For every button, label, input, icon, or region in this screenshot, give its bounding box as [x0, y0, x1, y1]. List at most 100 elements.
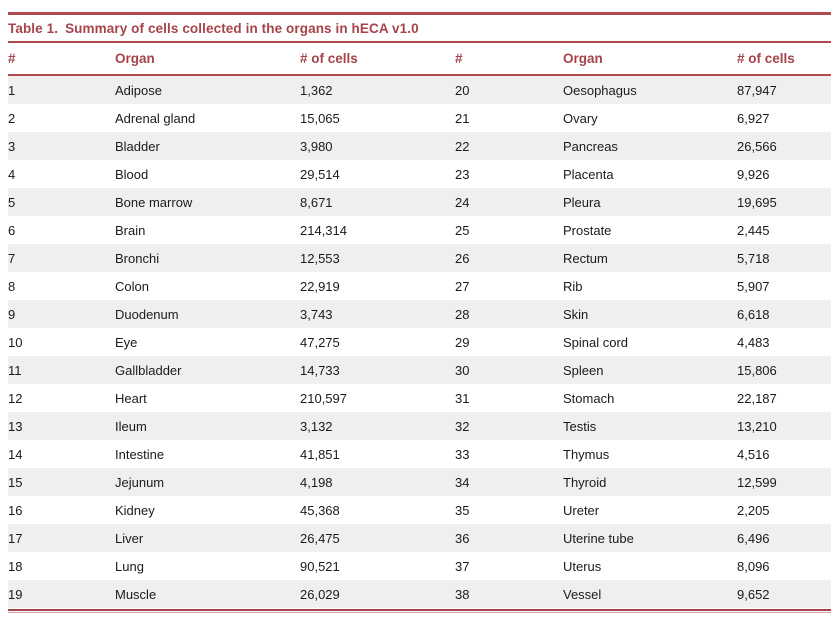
organ-cell: Spinal cord	[563, 334, 629, 350]
top-rule	[8, 12, 831, 15]
col-header-cells-left: # of cells	[300, 43, 455, 76]
row-number-cell: 33	[455, 446, 470, 462]
cell-count-cell: 13,210	[737, 412, 831, 440]
table-title-text: Summary of cells collected in the organs…	[65, 21, 419, 36]
cell-count-cell: 210,597	[300, 390, 347, 406]
organ-cell: Spleen	[563, 356, 737, 384]
organ-cell: Thymus	[563, 446, 610, 462]
cell-count-cell: 6,927	[737, 110, 770, 126]
cell-count-cell: 15,806	[737, 356, 831, 384]
row-number-cell: 4	[8, 166, 16, 182]
organ-cell: Bladder	[115, 132, 300, 160]
organ-cell: Ureter	[563, 502, 600, 518]
row-number-cell: 30	[455, 356, 563, 384]
organ-cell: Adipose	[115, 75, 300, 104]
table-body: 1 Adipose 1,362 20 Oesophagus 87,947 2 Adrenal …	[8, 75, 831, 608]
table-row: 12 Heart 210,597 31 Stomach 22,187	[8, 384, 831, 412]
organ-cell: Ovary	[563, 110, 598, 126]
organ-cell: Gallbladder	[115, 356, 300, 384]
cell-count-cell: 19,695	[737, 188, 831, 216]
cell-count-cell: 41,851	[300, 446, 340, 462]
cell-count-cell: 6,496	[737, 524, 831, 552]
organ-cell: Adrenal gland	[115, 110, 196, 126]
row-number-cell: 16	[8, 502, 23, 518]
row-number-cell: 31	[455, 390, 470, 406]
organ-cell: Rectum	[563, 244, 737, 272]
table-row: 13 Ileum 3,132 32 Testis 13,210	[8, 412, 831, 440]
cell-count-cell: 12,599	[737, 468, 831, 496]
row-number-cell: 25	[455, 222, 470, 238]
row-number-cell: 7	[8, 244, 115, 272]
organ-cell: Blood	[115, 166, 149, 182]
table-row: 6 Brain 214,314 25 Prostate 2,445	[8, 216, 831, 244]
row-number-cell: 27	[455, 278, 470, 294]
row-number-cell: 9	[8, 300, 115, 328]
cell-count-cell: 14,733	[300, 356, 455, 384]
organ-cell: Vessel	[563, 580, 737, 608]
organ-cell: Eye	[115, 334, 138, 350]
organ-cell: Uterine tube	[563, 524, 737, 552]
organ-cell: Thyroid	[563, 468, 737, 496]
table-row: 9 Duodenum 3,743 28 Skin 6,618	[8, 300, 831, 328]
cell-count-cell: 12,553	[300, 244, 455, 272]
organ-cell: Colon	[115, 278, 149, 294]
row-number-cell: 8	[8, 278, 16, 294]
row-number-cell: 1	[8, 75, 115, 104]
cell-count-cell: 26,029	[300, 580, 455, 608]
organ-cell: Kidney	[115, 502, 155, 518]
organ-cell: Brain	[115, 222, 146, 238]
table-title-label: Table 1.	[8, 21, 59, 36]
organ-cell: Bone marrow	[115, 188, 300, 216]
col-header-number-right: #	[455, 43, 563, 76]
row-number-cell: 23	[455, 166, 470, 182]
table-row: 5 Bone marrow 8,671 24 Pleura 19,695	[8, 188, 831, 216]
row-number-cell: 2	[8, 110, 16, 126]
table-row: 15 Jejunum 4,198 34 Thyroid 12,599	[8, 468, 831, 496]
organ-cell: Liver	[115, 524, 300, 552]
organ-cell: Duodenum	[115, 300, 300, 328]
organ-cell: Stomach	[563, 390, 615, 406]
table-row: 4 Blood 29,514 23 Placenta 9,926	[8, 160, 831, 188]
row-number-cell: 37	[455, 558, 470, 574]
table-row: 7 Bronchi 12,553 26 Rectum 5,718	[8, 244, 831, 272]
row-number-cell: 18	[8, 558, 23, 574]
row-number-cell: 24	[455, 188, 563, 216]
organ-cell: Uterus	[563, 558, 602, 574]
row-number-cell: 17	[8, 524, 115, 552]
col-header-number-left: #	[8, 43, 115, 76]
cell-count-cell: 4,483	[737, 334, 770, 350]
cell-count-cell: 1,362	[300, 75, 455, 104]
table-row: 16 Kidney 45,368 35 Ureter 2,205	[8, 496, 831, 524]
row-number-cell: 11	[8, 356, 115, 384]
row-number-cell: 21	[455, 110, 470, 126]
row-number-cell: 10	[8, 334, 23, 350]
cell-count-cell: 22,919	[300, 278, 340, 294]
cell-count-cell: 9,926	[737, 166, 770, 182]
row-number-cell: 14	[8, 446, 23, 462]
row-number-cell: 3	[8, 132, 115, 160]
row-number-cell: 19	[8, 580, 115, 608]
cell-count-cell: 45,368	[300, 502, 340, 518]
table-row: 8 Colon 22,919 27 Rib 5,907	[8, 272, 831, 300]
row-number-cell: 22	[455, 132, 563, 160]
organ-cell: Placenta	[563, 166, 614, 182]
cell-count-cell: 6,618	[737, 300, 831, 328]
row-number-cell: 13	[8, 412, 115, 440]
organ-cell: Muscle	[115, 580, 300, 608]
organ-cell: Oesophagus	[563, 75, 737, 104]
row-number-cell: 26	[455, 244, 563, 272]
table-row: 18 Lung 90,521 37 Uterus 8,096	[8, 552, 831, 580]
table-title: Table 1. Summary of cells collected in th…	[8, 15, 831, 43]
table-row: 10 Eye 47,275 29 Spinal cord 4,483	[8, 328, 831, 356]
bottom-rule-shadow	[8, 612, 831, 613]
organ-cell: Ileum	[115, 412, 300, 440]
cell-count-cell: 22,187	[737, 390, 777, 406]
cell-count-cell: 47,275	[300, 334, 340, 350]
organ-cell: Heart	[115, 390, 147, 406]
cell-count-cell: 26,475	[300, 524, 455, 552]
organ-cell: Rib	[563, 278, 583, 294]
cell-count-cell: 26,566	[737, 132, 831, 160]
header-row: # Organ # of cells # Organ # of cells	[8, 43, 831, 76]
table-row: 3 Bladder 3,980 22 Pancreas 26,566	[8, 132, 831, 160]
